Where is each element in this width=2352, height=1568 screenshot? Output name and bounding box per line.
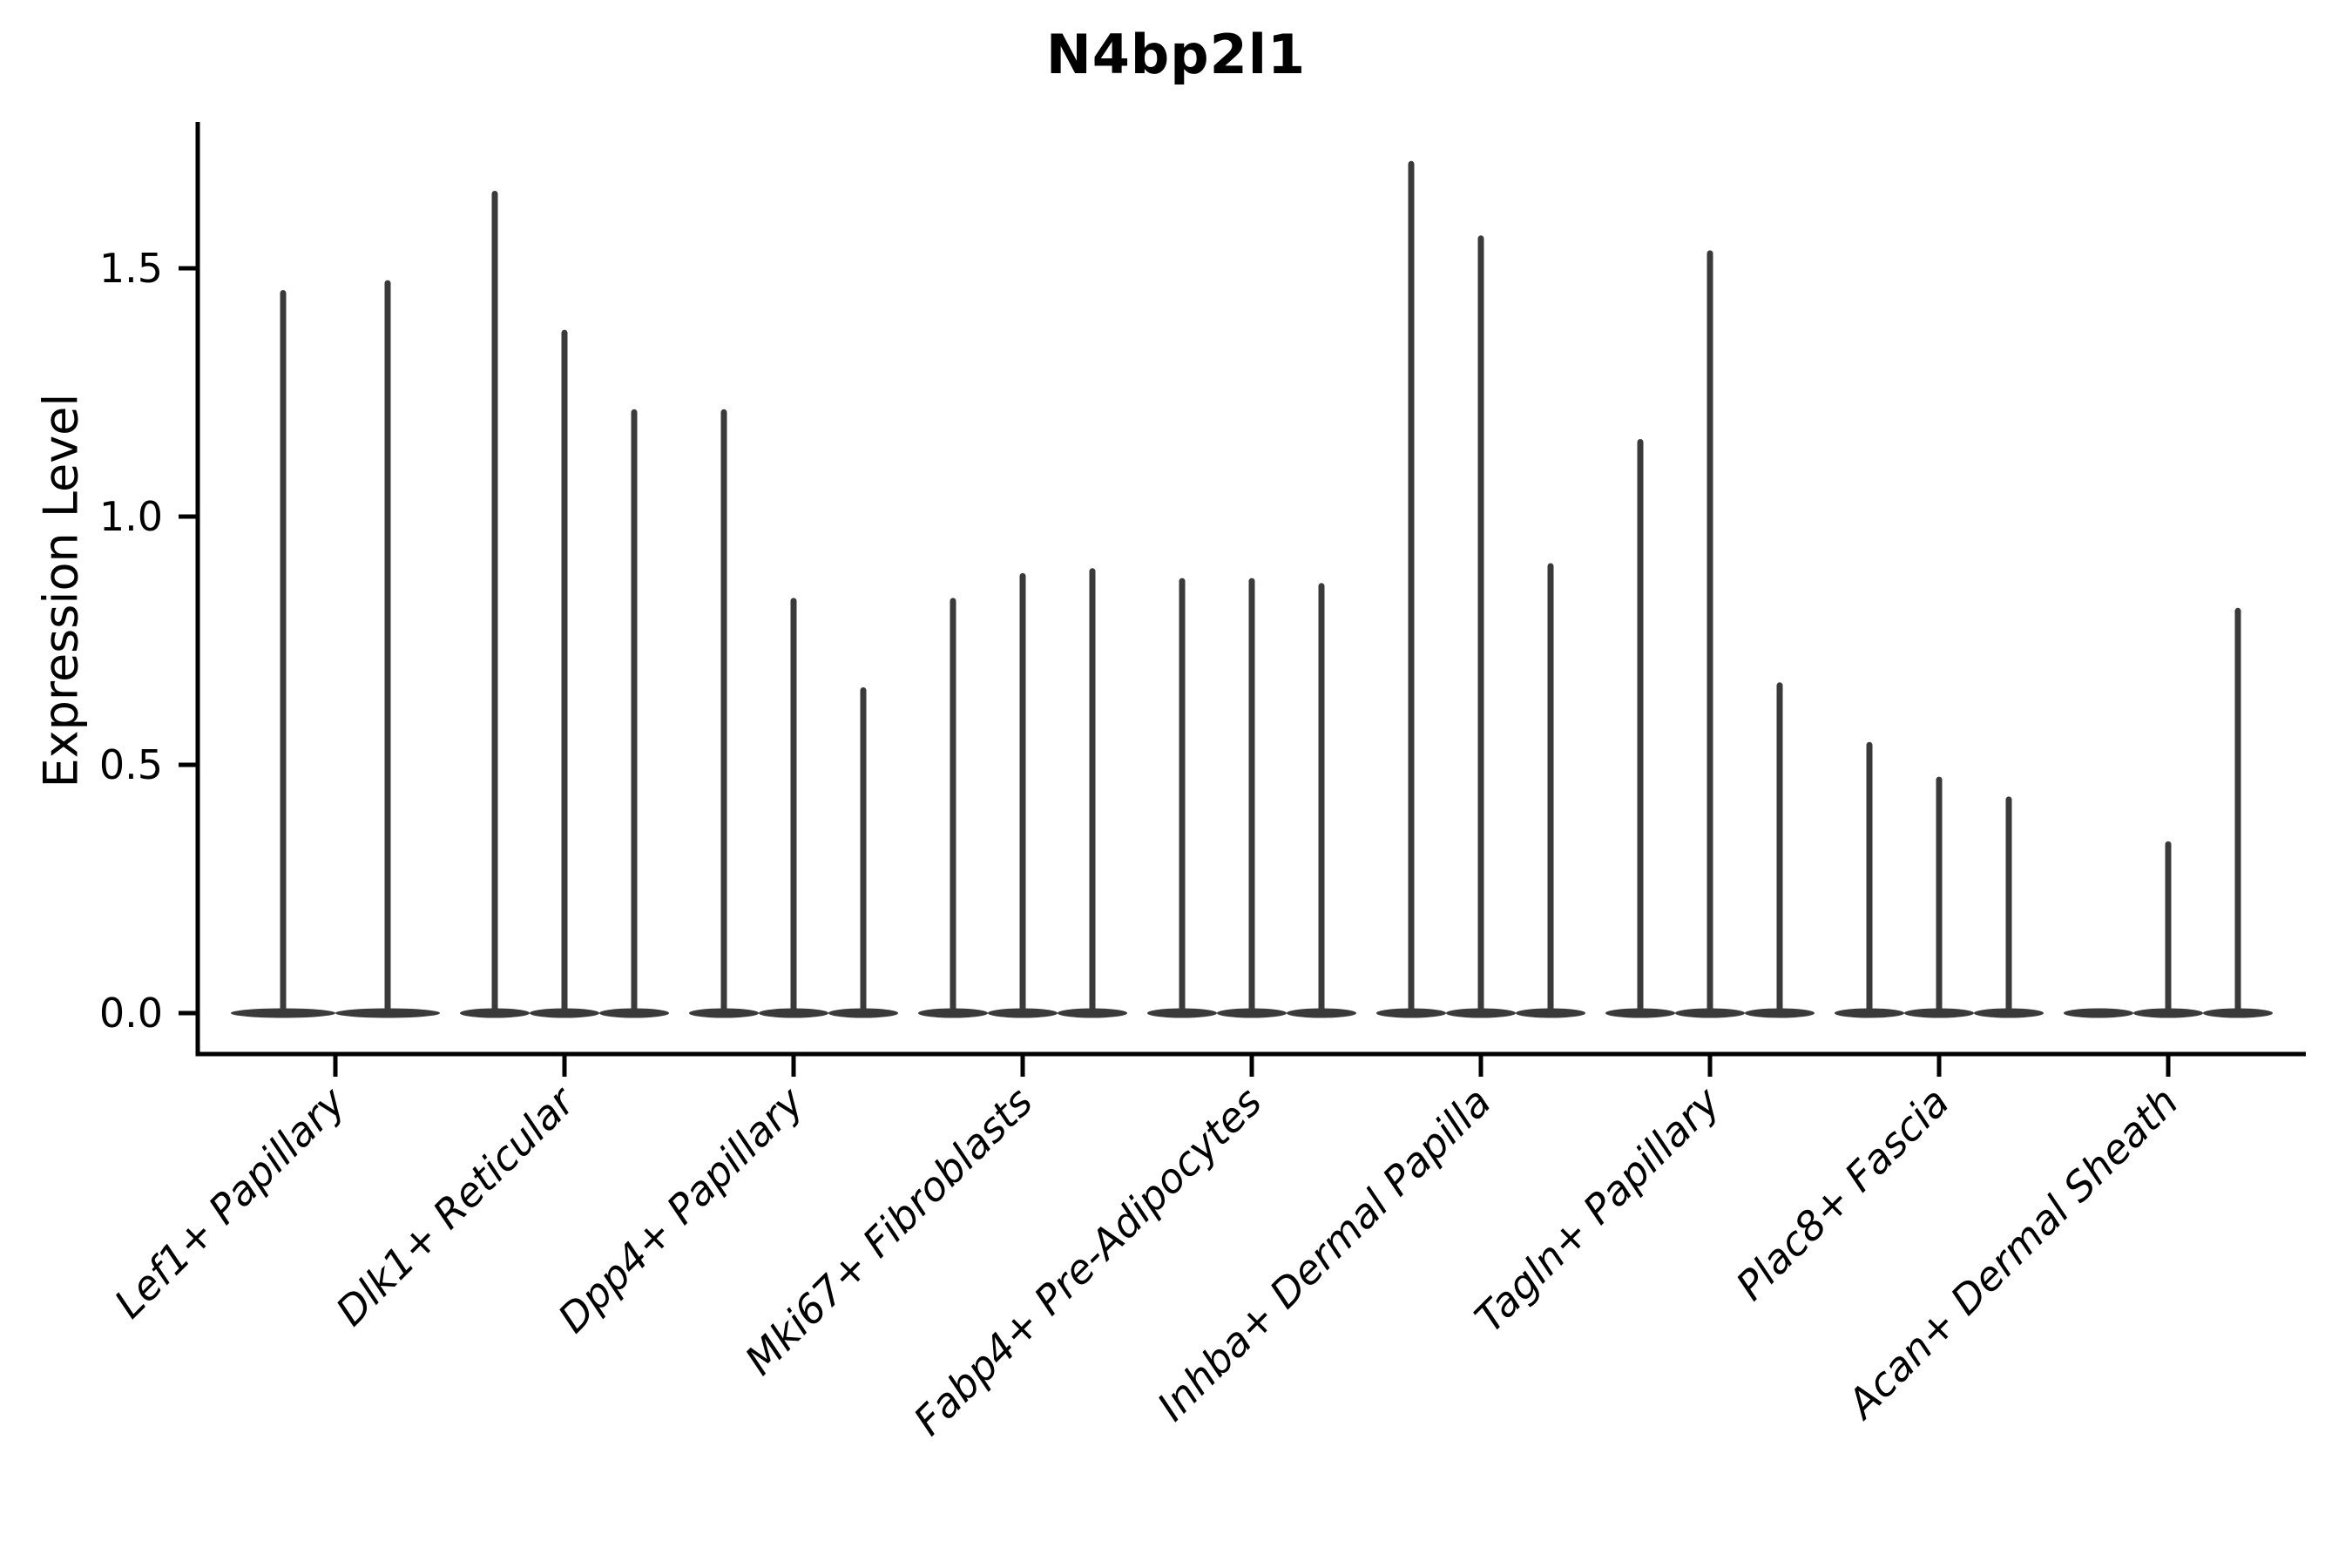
- x-tick-label: Dlk1+ Reticular: [327, 1076, 585, 1335]
- y-tick-label: 0.5: [99, 741, 163, 788]
- chart-title: N4bp2l1: [1045, 23, 1307, 86]
- x-tick-label: Plac8+ Fascia: [1727, 1078, 1957, 1309]
- y-tick-label: 1.5: [99, 245, 163, 292]
- violin-base: [2064, 1008, 2133, 1018]
- x-tick-label: Lef1+ Papillary: [105, 1078, 355, 1327]
- y-tick-label: 1.0: [99, 493, 163, 540]
- x-tick-label: Tagln+ Papillary: [1465, 1078, 1729, 1342]
- y-tick-label: 0.0: [99, 990, 163, 1037]
- x-tick-label: Dpp4+ Papillary: [549, 1078, 813, 1342]
